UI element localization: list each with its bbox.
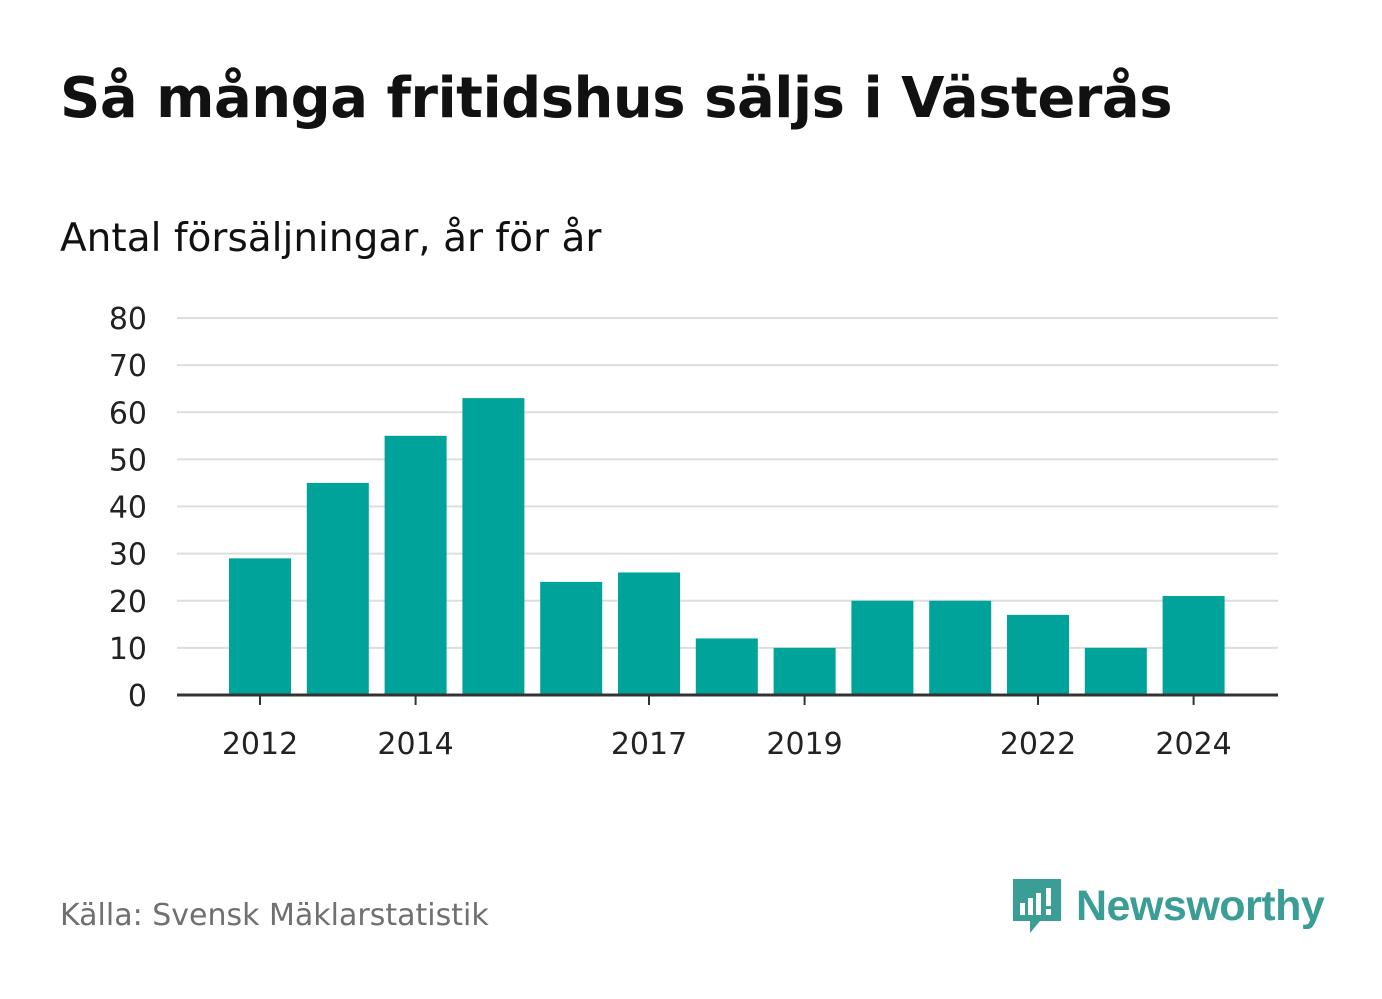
y-tick-label: 40 [109,491,147,526]
x-tick-label: 2022 [1000,727,1076,762]
brand-name: Newsworthy [1076,881,1325,930]
brand-logo: Newsworthy [1010,876,1325,936]
x-tick-label: 2012 [222,727,298,762]
bar-2014 [384,435,447,695]
bar-2016 [540,581,603,695]
newsworthy-logo-icon [1013,879,1061,933]
bar-2022 [1007,614,1069,695]
bar-2024 [1162,596,1225,695]
y-axis-ticks: 0 10 20 30 40 50 60 70 80 [109,302,147,714]
y-tick-label: 30 [109,538,147,573]
bar-2017 [618,572,680,695]
bar-2013 [306,482,369,695]
x-tick-label: 2014 [377,727,453,762]
y-tick-label: 70 [109,349,147,384]
bar-2020 [851,600,914,695]
y-tick-label: 0 [128,679,147,714]
chart-subtitle: Antal försäljningar, år för år [60,216,602,261]
bar-2012 [229,558,291,695]
y-tick-label: 60 [109,396,147,431]
bar-2019 [773,647,836,695]
bar-2018 [695,638,758,695]
y-tick-label: 80 [109,302,147,337]
chart-title: Så många fritidshus säljs i Västerås [60,66,1173,131]
bars [229,398,1225,695]
x-axis-ticks: 2012 2014 2017 2019 2022 2024 [222,695,1232,762]
bar-2021 [929,600,992,695]
x-tick-label: 2017 [611,727,687,762]
bar-2015 [462,398,525,695]
source-note: Källa: Svensk Mäklarstatistik [60,898,489,933]
x-tick-label: 2024 [1155,727,1231,762]
bar-2023 [1084,647,1147,695]
gridlines [177,317,1278,649]
y-tick-label: 50 [109,443,147,478]
x-tick-label: 2019 [766,727,842,762]
y-tick-label: 20 [109,585,147,620]
y-tick-label: 10 [109,632,147,667]
